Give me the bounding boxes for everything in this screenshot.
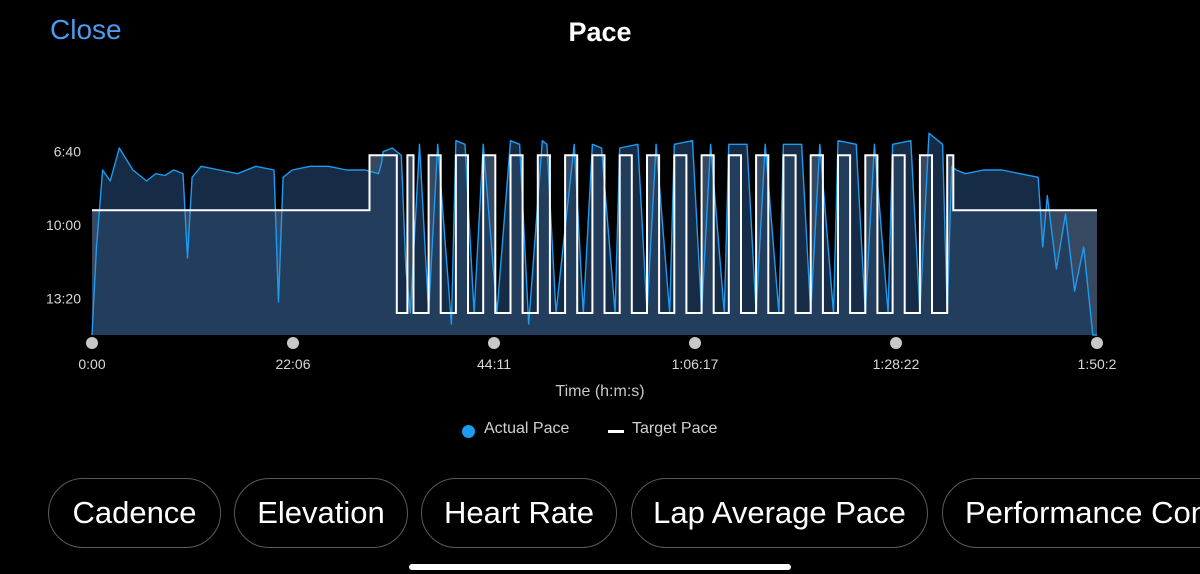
x-tick-dot-1 xyxy=(287,337,299,349)
tab-cadence[interactable]: Cadence xyxy=(48,478,221,548)
x-tick-label-0: 0:00 xyxy=(78,356,105,372)
tab-elevation[interactable]: Elevation xyxy=(234,478,408,548)
x-tick-label-1: 22:06 xyxy=(275,356,310,372)
tab-performance-condition[interactable]: Performance Condition xyxy=(942,478,1200,548)
target-pace-legend-label: Target Pace xyxy=(632,420,718,437)
metric-tab-bar[interactable]: Cadence Elevation Heart Rate Lap Average… xyxy=(48,478,1200,552)
pace-chart[interactable]: 6:40 10:00 13:20 0:00 22:06 44:11 1:06:17 1:28:… xyxy=(0,80,1200,380)
y-tick-label-1: 10:00 xyxy=(46,217,81,233)
y-tick-label-0: 6:40 xyxy=(54,144,81,160)
actual-pace-line xyxy=(91,132,1097,336)
home-indicator[interactable] xyxy=(409,564,791,570)
actual-pace-area xyxy=(92,133,1097,335)
actual-pace-legend-dot xyxy=(462,425,475,438)
x-tick-dot-2 xyxy=(488,337,500,349)
x-tick-dot-5 xyxy=(1091,337,1103,349)
x-tick-label-4: 1:28:22 xyxy=(873,356,920,372)
y-tick-label-2: 13:20 xyxy=(46,290,81,306)
target-pace-line xyxy=(92,154,1097,314)
tab-lap-average-pace[interactable]: Lap Average Pace xyxy=(631,478,928,548)
x-tick-dot-3 xyxy=(689,337,701,349)
x-tick-label-2: 44:11 xyxy=(477,356,511,372)
tab-heart-rate[interactable]: Heart Rate xyxy=(421,478,617,548)
actual-pace-legend-label: Actual Pace xyxy=(484,420,570,437)
page-title: Pace xyxy=(568,17,632,47)
x-axis-label: Time (h:m:s) xyxy=(555,383,645,400)
chart-legend: Actual Pace Target Pace xyxy=(0,420,1200,440)
close-button[interactable]: Close xyxy=(50,14,122,45)
x-tick-dot-4 xyxy=(890,337,902,349)
x-tick-dot-0 xyxy=(86,337,98,349)
x-tick-label-3: 1:06:17 xyxy=(672,356,719,372)
target-pace-legend-line xyxy=(608,430,624,433)
x-tick-label-5: 1:50:2 xyxy=(1078,356,1117,372)
